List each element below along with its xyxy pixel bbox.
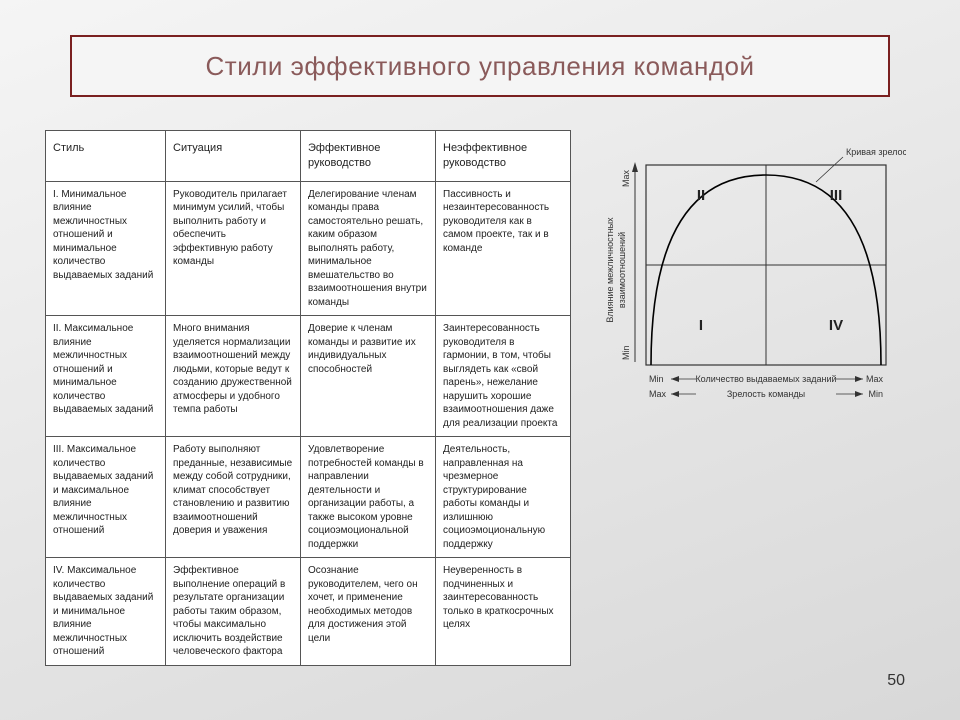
cell-situation: Руководитель прилагает минимум усилий, ч… bbox=[166, 181, 301, 316]
y-arrow-icon bbox=[632, 162, 638, 172]
x2-label: Зрелость команды bbox=[727, 389, 805, 399]
title-frame: Стили эффективного управления командой bbox=[70, 35, 890, 97]
table-row: IV. Максимальное количество выдаваемых з… bbox=[46, 558, 571, 666]
diagram-svg: Кривая зрелости Max Влияние межличностны… bbox=[591, 130, 906, 420]
y-min-label: Min bbox=[621, 345, 631, 360]
cell-effective: Делегирование членам команды права самос… bbox=[301, 181, 436, 316]
x2-left: Max bbox=[649, 389, 667, 399]
y-axis-label-2: взаимоотношений bbox=[617, 232, 627, 308]
table-row: II. Максимальное влияние межличностных о… bbox=[46, 316, 571, 437]
cell-ineffective: Деятельность, направленная на чрезмерное… bbox=[436, 437, 571, 558]
x1-label: Количество выдаваемых заданий bbox=[695, 374, 836, 384]
page-title: Стили эффективного управления командой bbox=[206, 51, 755, 82]
x1-right: Max bbox=[866, 374, 884, 384]
cell-effective: Удовлетворение потребностей команды в на… bbox=[301, 437, 436, 558]
cell-style: IV. Максимальное количество выдаваемых з… bbox=[46, 558, 166, 666]
cell-ineffective: Неуверенность в подчиненных и заинтересо… bbox=[436, 558, 571, 666]
table-header-row: Стиль Ситуация Эффективное руководство Н… bbox=[46, 131, 571, 182]
col-header-ineffective: Неэффективное руководство bbox=[436, 131, 571, 182]
cell-situation: Эффективное выполнение операций в резуль… bbox=[166, 558, 301, 666]
col-header-effective: Эффективное руководство bbox=[301, 131, 436, 182]
x1-left: Min bbox=[649, 374, 664, 384]
quadrant-label-3: III bbox=[830, 187, 843, 204]
cell-situation: Много внимания уделяется нормализации вз… bbox=[166, 316, 301, 437]
cell-effective: Осознание руководителем, чего он хочет, … bbox=[301, 558, 436, 666]
curve-label-leader bbox=[816, 157, 843, 182]
maturity-diagram: Кривая зрелости Max Влияние межличностны… bbox=[591, 130, 906, 666]
table-row: III. Максимальное количество выдаваемых … bbox=[46, 437, 571, 558]
table-row: I. Минимальное влияние межличностных отн… bbox=[46, 181, 571, 316]
x2-right: Min bbox=[868, 389, 883, 399]
cell-style: III. Максимальное количество выдаваемых … bbox=[46, 437, 166, 558]
styles-table: Стиль Ситуация Эффективное руководство Н… bbox=[45, 130, 571, 666]
cell-situation: Работу выполняют преданные, независимые … bbox=[166, 437, 301, 558]
x2-arrow-left-icon bbox=[671, 391, 679, 397]
quadrant-label-2: II bbox=[697, 187, 705, 204]
quadrant-label-1: I bbox=[699, 317, 703, 334]
y-max-label: Max bbox=[621, 170, 631, 188]
cell-ineffective: Заинтересованность руководителя в гармон… bbox=[436, 316, 571, 437]
quadrant-label-4: IV bbox=[829, 317, 843, 334]
x2-arrow-right-icon bbox=[855, 391, 863, 397]
cell-style: II. Максимальное влияние межличностных о… bbox=[46, 316, 166, 437]
cell-effective: Доверие к членам команды и развитие их и… bbox=[301, 316, 436, 437]
curve-label: Кривая зрелости bbox=[846, 147, 906, 157]
x1-arrow-left-icon bbox=[671, 376, 679, 382]
y-axis-label-1: Влияние межличностных bbox=[605, 217, 615, 323]
page-number: 50 bbox=[887, 672, 905, 690]
content-row: Стиль Ситуация Эффективное руководство Н… bbox=[45, 130, 906, 666]
cell-ineffective: Пассивность и незаинтересованность руков… bbox=[436, 181, 571, 316]
col-header-situation: Ситуация bbox=[166, 131, 301, 182]
x1-arrow-right-icon bbox=[855, 376, 863, 382]
cell-style: I. Минимальное влияние межличностных отн… bbox=[46, 181, 166, 316]
col-header-style: Стиль bbox=[46, 131, 166, 182]
